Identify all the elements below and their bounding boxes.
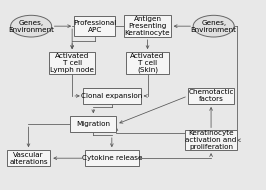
Text: Chemotactic
factors: Chemotactic factors	[188, 89, 234, 102]
Text: Professional
APC: Professional APC	[73, 20, 116, 33]
Text: Genes,
Environment: Genes, Environment	[191, 20, 237, 33]
Ellipse shape	[193, 15, 234, 37]
Text: Migration: Migration	[76, 121, 110, 127]
FancyBboxPatch shape	[185, 130, 237, 150]
FancyBboxPatch shape	[83, 88, 141, 104]
Text: Keratinocyte
activation and
proliferation: Keratinocyte activation and proliferatio…	[185, 130, 237, 150]
Text: Genes,
Environment: Genes, Environment	[8, 20, 54, 33]
Text: Antigen
Presenting
Keratinocyte: Antigen Presenting Keratinocyte	[125, 16, 170, 36]
Ellipse shape	[11, 15, 52, 37]
Text: Clonal expansion: Clonal expansion	[81, 93, 143, 99]
FancyBboxPatch shape	[49, 52, 95, 74]
FancyBboxPatch shape	[124, 15, 171, 37]
FancyBboxPatch shape	[188, 88, 234, 104]
Text: Cytokine release: Cytokine release	[82, 155, 142, 161]
Text: Vascular
alterations: Vascular alterations	[9, 152, 48, 165]
FancyBboxPatch shape	[74, 16, 115, 36]
Text: Activated
T cell
Lymph node: Activated T cell Lymph node	[50, 53, 94, 73]
FancyBboxPatch shape	[126, 52, 169, 74]
FancyBboxPatch shape	[7, 150, 50, 166]
Text: Activated
T cell
(Skin): Activated T cell (Skin)	[130, 53, 165, 73]
FancyBboxPatch shape	[85, 150, 139, 166]
FancyBboxPatch shape	[70, 116, 117, 132]
